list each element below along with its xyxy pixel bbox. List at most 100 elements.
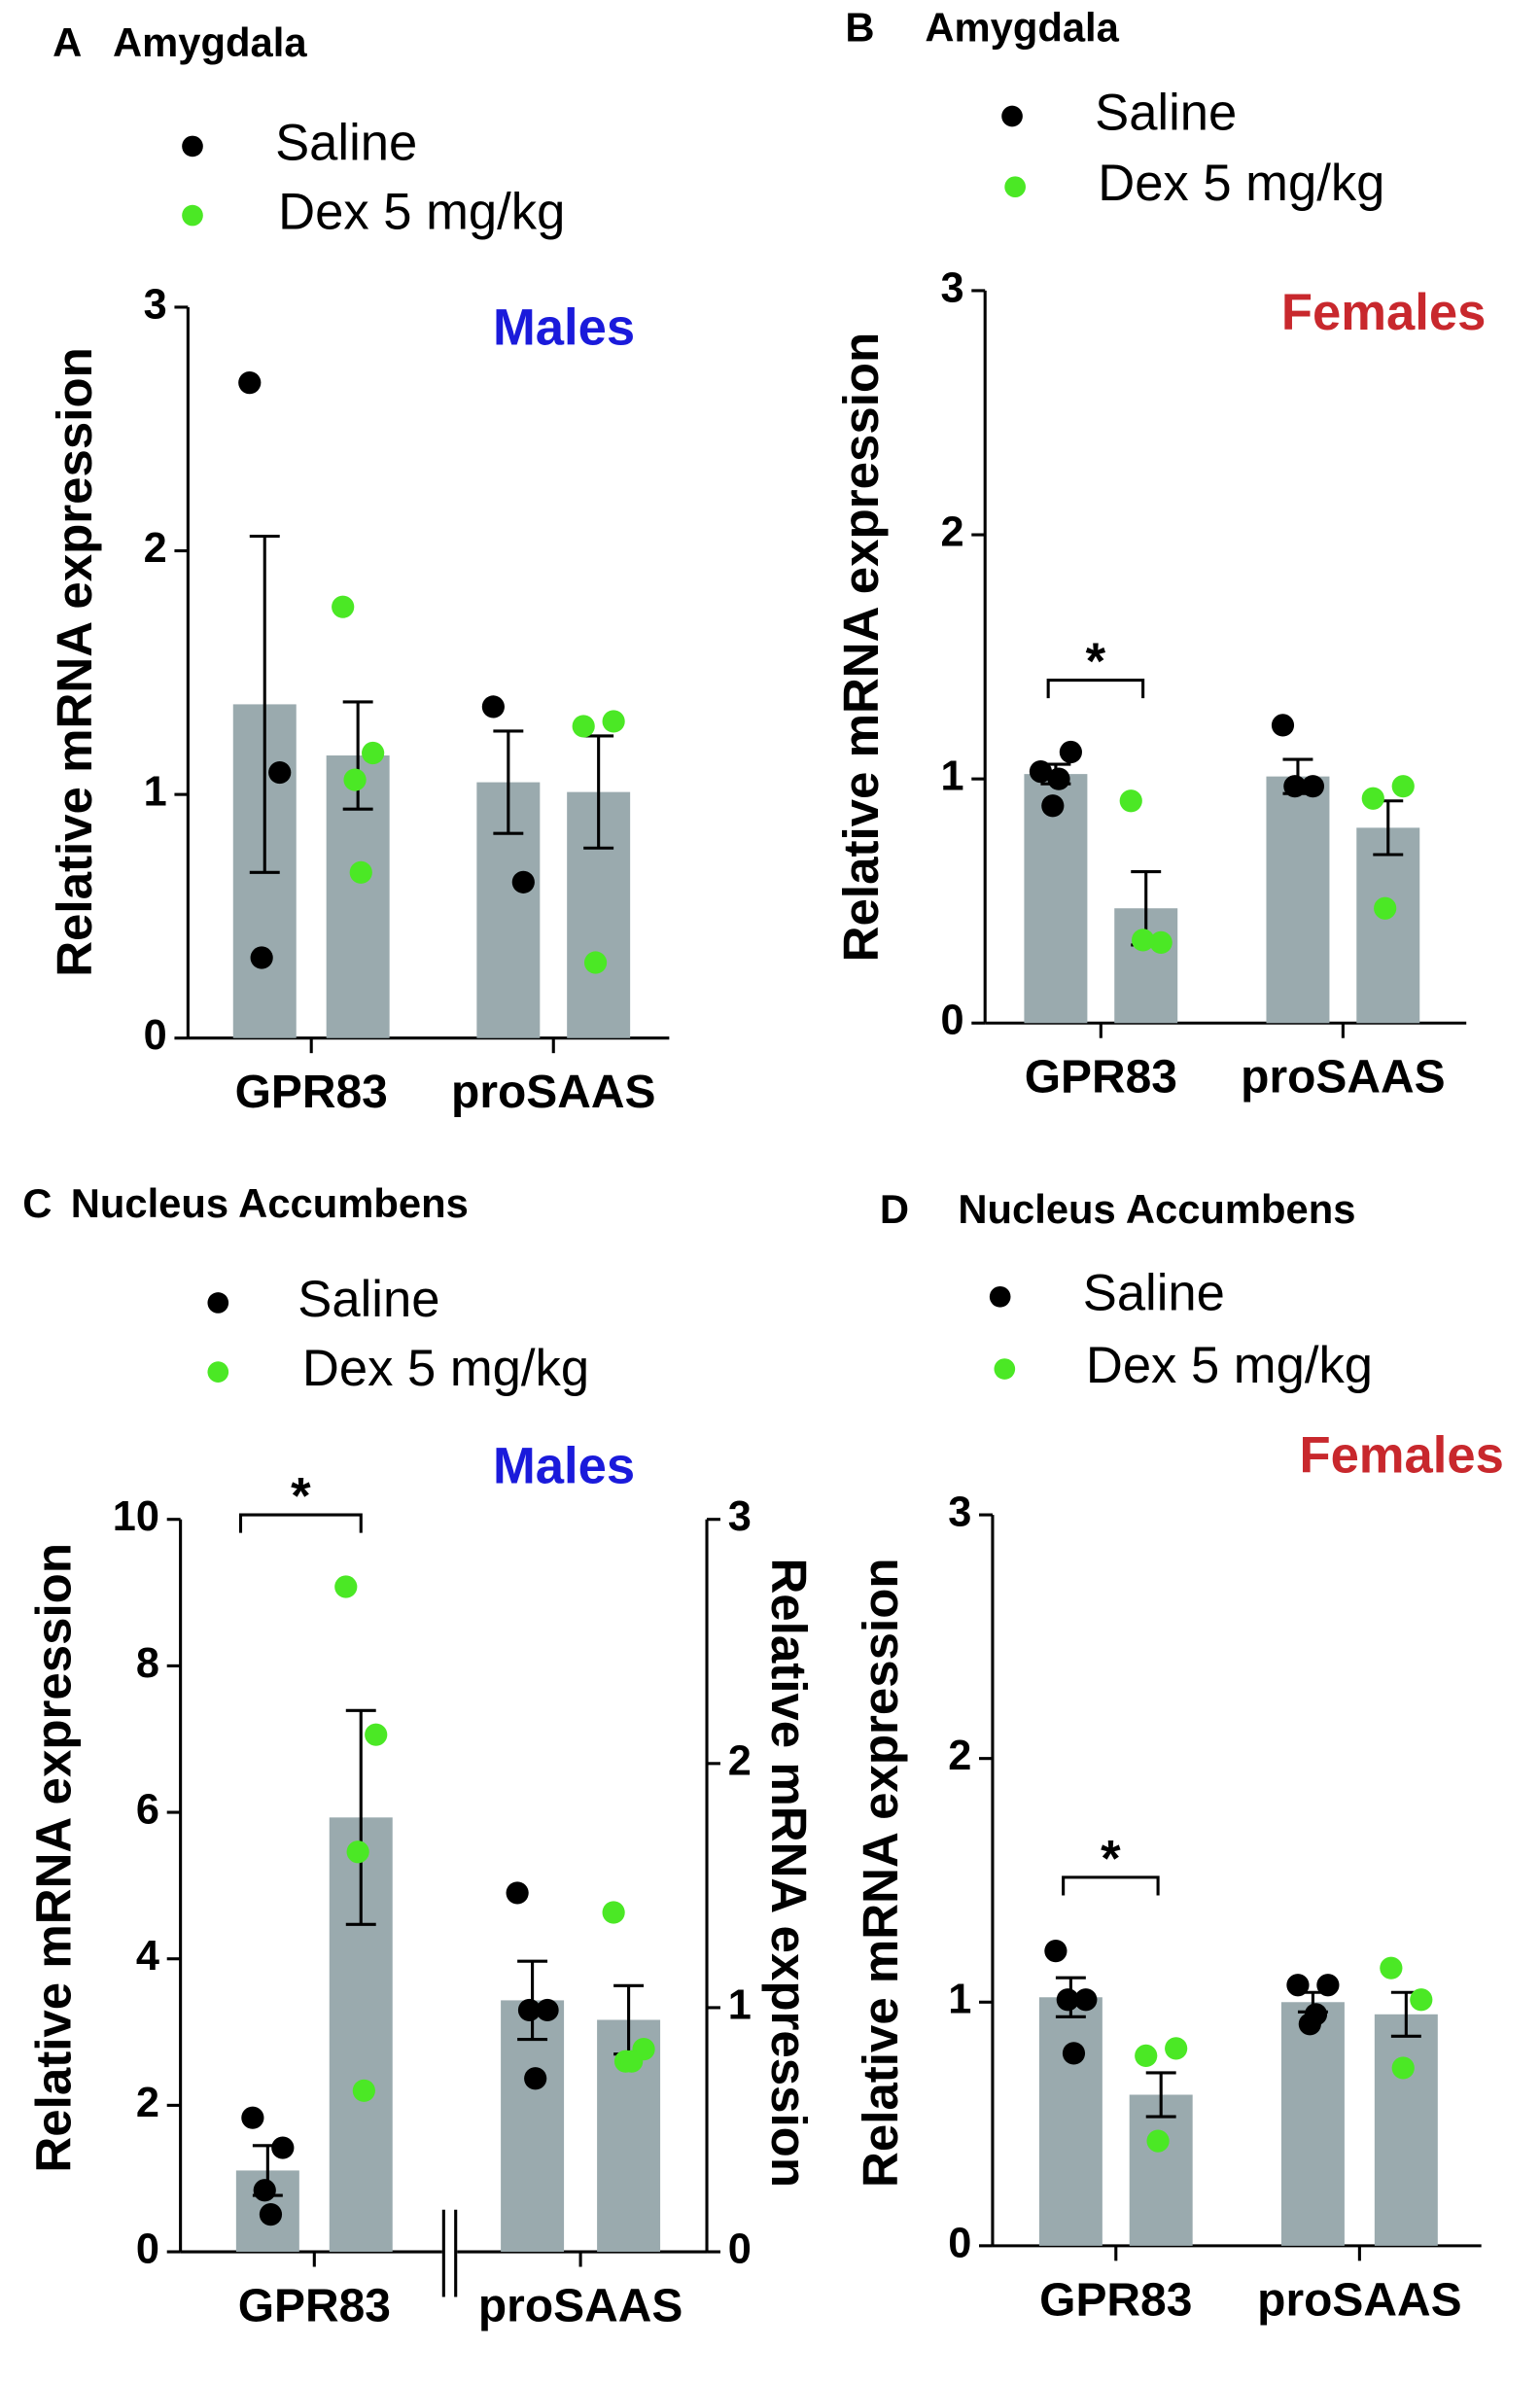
y2-axis-label: Relative mRNA expression <box>761 1558 817 2188</box>
data-point <box>583 951 608 974</box>
data-point <box>517 1998 542 2022</box>
legend-label: Saline <box>1095 84 1237 141</box>
error-bar <box>249 534 280 874</box>
y-tick-label: 2 <box>136 2080 159 2126</box>
y2-tick-label: 1 <box>728 1981 752 2028</box>
data-point <box>346 1840 369 1864</box>
significance-bracket <box>1046 679 1145 699</box>
data-point <box>511 870 535 894</box>
data-point <box>1047 767 1070 790</box>
y2-tick-label: 0 <box>728 2225 752 2272</box>
bar <box>1356 827 1420 1024</box>
data-point <box>268 760 292 785</box>
y-tick-label: 8 <box>136 1640 159 1687</box>
significance-label: * <box>1101 1830 1121 1887</box>
data-point <box>259 2203 283 2226</box>
y-tick-label: 2 <box>144 525 167 572</box>
error-bar <box>1145 2071 1176 2119</box>
legend-label: Saline <box>1083 1265 1225 1322</box>
bar <box>1129 2094 1193 2246</box>
y2-tick-label: 3 <box>728 1493 752 1540</box>
panel-subtitle: Males <box>493 299 635 357</box>
y-tick-label: 3 <box>940 264 963 311</box>
panel-label: D <box>880 1186 909 1232</box>
panel: B Amygdala Females Relative mRNA expression… <box>833 4 1486 1103</box>
data-point <box>524 2067 547 2090</box>
data-point <box>602 1901 625 1924</box>
legend-marker <box>994 1358 1016 1380</box>
error-bar <box>342 700 373 811</box>
significance-label: * <box>291 1468 311 1525</box>
panel-subtitle: Males <box>493 1438 635 1495</box>
data-point <box>1283 775 1307 798</box>
data-point <box>1410 1988 1433 2012</box>
data-point <box>1074 1988 1098 2012</box>
panel-subtitle: Females <box>1299 1427 1503 1485</box>
panel-label: B <box>845 4 874 50</box>
panel-title: Nucleus Accumbens <box>71 1180 469 1226</box>
panel-label: C <box>22 1180 52 1226</box>
y-axis-label: Relative mRNA expression <box>833 333 889 963</box>
y-tick-label: 3 <box>144 281 167 328</box>
data-point <box>481 695 505 718</box>
data-point <box>1391 775 1415 798</box>
legend-label: Dex 5 mg/kg <box>1098 155 1384 212</box>
legend-marker <box>1001 105 1023 127</box>
legend-label: Dex 5 mg/kg <box>302 1340 589 1397</box>
legend-marker <box>182 204 203 227</box>
x-tick-label: GPR83 <box>235 1067 388 1118</box>
panel-label: A <box>52 19 82 65</box>
data-point <box>334 1575 358 1598</box>
y-tick-label: 0 <box>136 2225 159 2272</box>
bar <box>501 2000 565 2253</box>
data-point <box>1316 1974 1340 1997</box>
data-point <box>1029 760 1053 784</box>
x-tick-label: proSAAS <box>1241 1052 1445 1104</box>
y-axis-label: Relative mRNA expression <box>853 1558 908 2188</box>
x-tick-label: proSAAS <box>478 2281 682 2332</box>
y-tick-label: 10 <box>113 1493 159 1540</box>
y-axis-label: Relative mRNA expression <box>25 1543 81 2173</box>
y2-tick-label: 2 <box>728 1737 752 1784</box>
y-tick-label: 2 <box>948 1733 971 1779</box>
x-tick-label: GPR83 <box>1025 1052 1177 1104</box>
legend-label: Saline <box>275 114 417 171</box>
data-point <box>1374 896 1397 920</box>
data-point <box>1132 929 1155 952</box>
data-point <box>1301 775 1325 798</box>
data-point <box>1041 794 1065 818</box>
data-point <box>332 595 355 618</box>
significance-bracket <box>1062 1875 1160 1896</box>
data-point <box>572 715 595 738</box>
data-point <box>238 371 262 395</box>
panel: C Nucleus Accumbens Males Relative mRNA exp… <box>22 1180 817 2332</box>
data-point <box>620 2050 644 2073</box>
data-point <box>1286 1974 1310 1997</box>
data-point <box>1044 1940 1068 1963</box>
data-point <box>1135 2044 1158 2067</box>
y-tick-label: 0 <box>144 1012 167 1059</box>
data-point <box>1149 930 1172 954</box>
data-point <box>536 1998 559 2022</box>
data-point <box>362 741 385 765</box>
y-tick-label: 1 <box>940 753 963 800</box>
data-point <box>352 2079 375 2102</box>
legend-label: Dex 5 mg/kg <box>1086 1337 1373 1394</box>
y-tick-label: 1 <box>144 769 167 816</box>
panel-title: Amygdala <box>113 19 307 65</box>
panel-title: Nucleus Accumbens <box>958 1186 1355 1232</box>
data-point <box>241 2106 264 2129</box>
data-point <box>349 860 372 884</box>
data-point <box>1271 714 1295 737</box>
data-point <box>1056 1988 1079 2012</box>
error-bar <box>493 729 524 835</box>
data-point <box>343 768 367 791</box>
y-tick-label: 3 <box>948 1489 971 1536</box>
y-tick-label: 1 <box>948 1977 971 2023</box>
x-tick-label: GPR83 <box>238 2281 391 2332</box>
data-point <box>271 2136 295 2159</box>
bar <box>1280 2002 1345 2246</box>
data-point <box>1165 2037 1188 2060</box>
legend-marker <box>207 1361 229 1383</box>
